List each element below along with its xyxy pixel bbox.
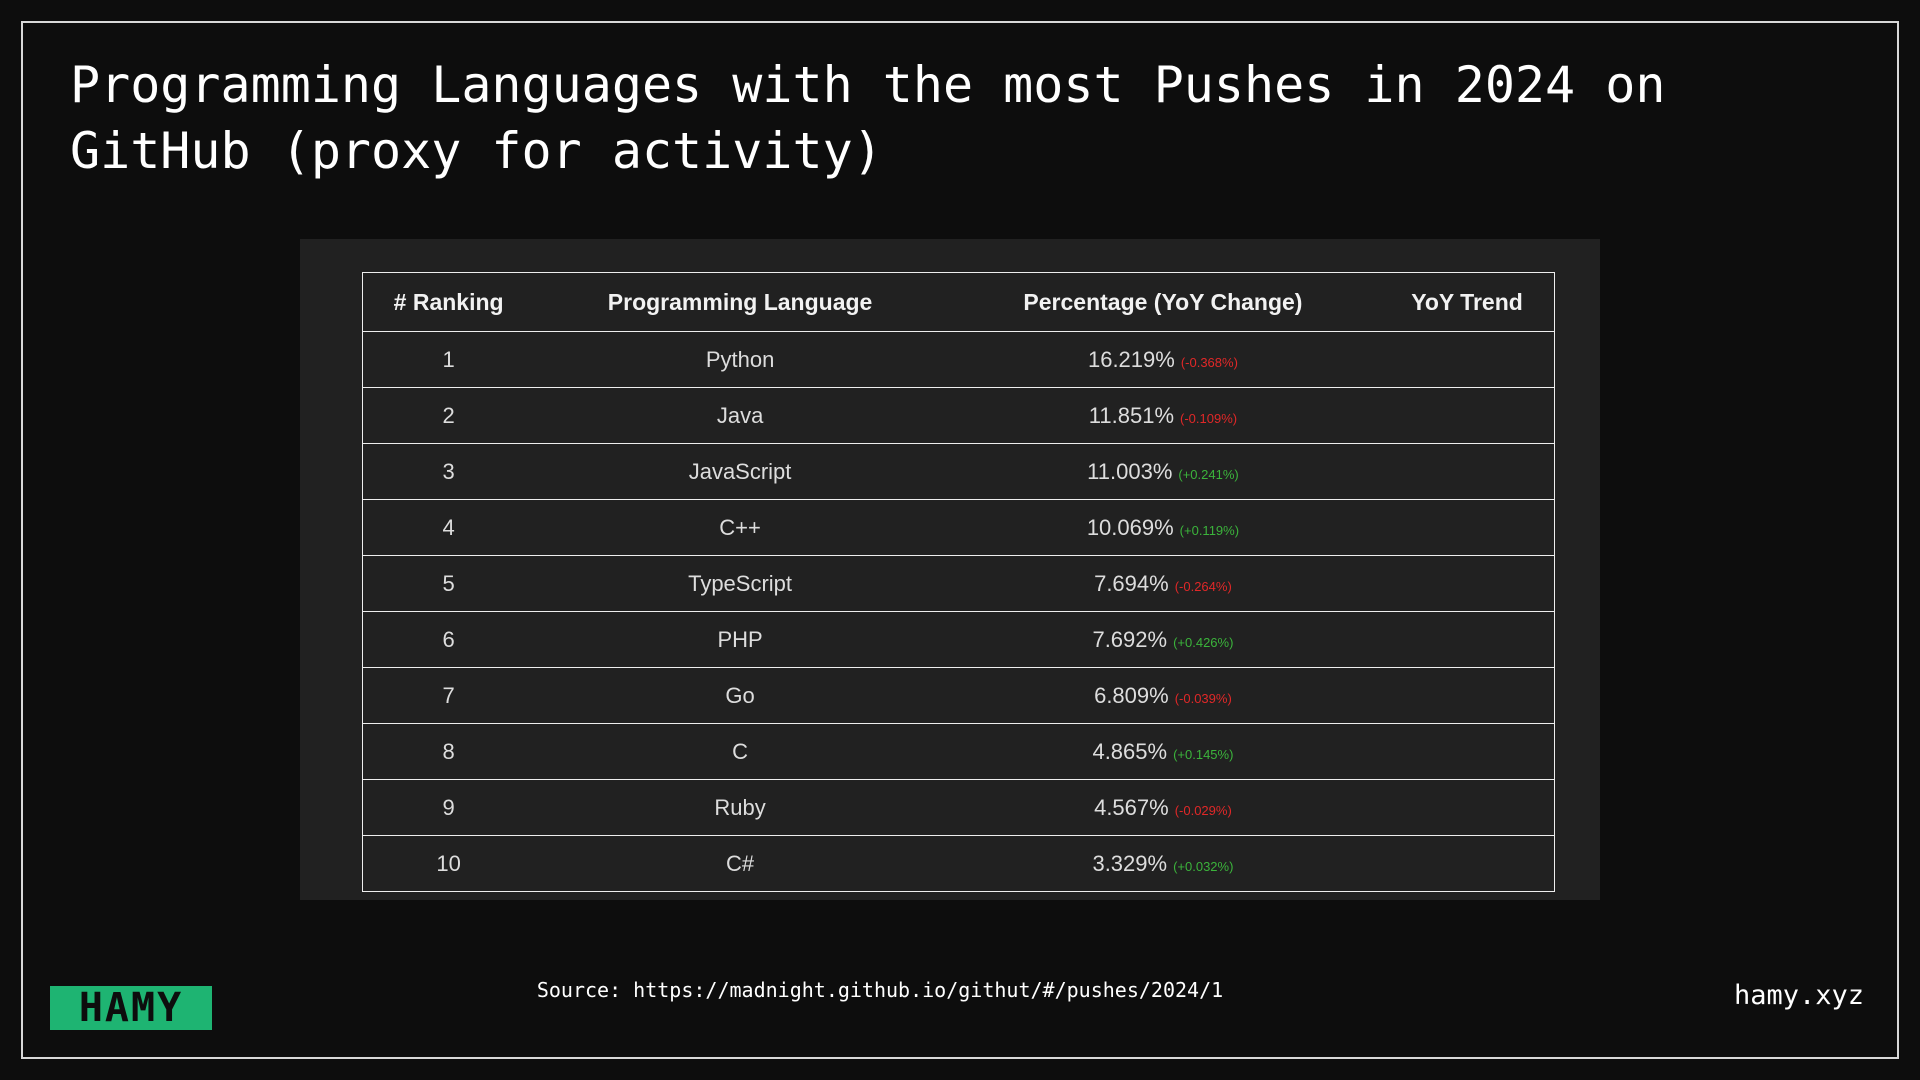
title: Programming Languages with the most Push… <box>70 56 1666 180</box>
trend <box>1380 611 1555 668</box>
percentage-cell: 7.692% (+0.426%) <box>945 611 1381 668</box>
percentage: 7.692% <box>1092 626 1168 652</box>
percentage: 7.694% <box>1094 570 1169 596</box>
yoy-change: (+0.241%) <box>1178 466 1239 482</box>
percentage-cell: 16.219% (-0.368%) <box>945 331 1381 388</box>
table-row: 1 Python 16.219% (-0.368%) <box>362 331 1555 388</box>
trend <box>1380 331 1555 388</box>
trend <box>1380 387 1555 444</box>
rank: 4 <box>362 499 535 556</box>
rank: 10 <box>362 835 535 892</box>
percentage: 10.069% <box>1086 514 1174 540</box>
yoy-change: (-0.109%) <box>1180 410 1238 426</box>
percentage-cell: 3.329% (+0.032%) <box>945 835 1381 892</box>
percentage: 4.567% <box>1094 794 1169 820</box>
yoy-change: (+0.145%) <box>1173 746 1234 762</box>
yoy-change: (+0.119%) <box>1179 522 1240 538</box>
table: # Ranking Programming Language Percentage … <box>362 272 1555 892</box>
language: C# <box>534 835 946 892</box>
yoy-change: (-0.029%) <box>1174 802 1232 818</box>
logo: HAMY <box>50 986 212 1030</box>
rank: 5 <box>362 555 535 612</box>
language: Python <box>534 331 946 388</box>
frame <box>21 21 1899 1059</box>
percentage: 3.329% <box>1092 850 1168 876</box>
percentage-cell: 4.567% (-0.029%) <box>945 779 1381 836</box>
percentage-cell: 11.003% (+0.241%) <box>945 443 1381 500</box>
percentage: 11.851% <box>1088 402 1174 428</box>
source: Source: https://madnight.github.io/githu… <box>536 978 1224 1002</box>
yoy-change: (+0.426%) <box>1173 634 1234 650</box>
percentage-cell: 4.865% (+0.145%) <box>945 723 1381 780</box>
language: TypeScript <box>534 555 946 612</box>
trend <box>1380 835 1555 892</box>
table-row: 6 PHP 7.692% (+0.426%) <box>362 611 1555 668</box>
rank: 9 <box>362 779 535 836</box>
language: JavaScript <box>534 443 946 500</box>
yoy-change: (-0.264%) <box>1174 578 1232 594</box>
language: C++ <box>534 499 946 556</box>
table-row: 4 C++ 10.069% (+0.119%) <box>362 499 1555 556</box>
rank: 7 <box>362 667 535 724</box>
yoy-change: (+0.032%) <box>1173 858 1234 874</box>
table-panel: # Ranking Programming Language Percentage … <box>300 239 1600 900</box>
language: Java <box>534 387 946 444</box>
column-header: YoY Trend <box>1380 272 1555 332</box>
yoy-change: (-0.039%) <box>1174 690 1232 706</box>
table-row: 7 Go 6.809% (-0.039%) <box>362 667 1555 724</box>
percentage-cell: 10.069% (+0.119%) <box>945 499 1381 556</box>
percentage-cell: 11.851% (-0.109%) <box>945 387 1381 444</box>
yoy-change: (-0.368%) <box>1180 354 1238 370</box>
percentage: 11.003% <box>1087 458 1173 484</box>
trend <box>1380 779 1555 836</box>
language: Ruby <box>534 779 946 836</box>
percentage: 4.865% <box>1092 738 1168 764</box>
table-row: 3 JavaScript 11.003% (+0.241%) <box>362 443 1555 500</box>
rank: 8 <box>362 723 535 780</box>
column-header: # Ranking <box>362 272 535 332</box>
table-row: 5 TypeScript 7.694% (-0.264%) <box>362 555 1555 612</box>
header-row: # Ranking Programming Language Percentage … <box>362 272 1555 332</box>
column-header: Programming Language <box>534 272 946 332</box>
table-row: 9 Ruby 4.567% (-0.029%) <box>362 779 1555 836</box>
trend <box>1380 555 1555 612</box>
rank: 2 <box>362 387 535 444</box>
column-header: Percentage (YoY Change) <box>945 272 1381 332</box>
language: C <box>534 723 946 780</box>
percentage: 6.809% <box>1094 682 1169 708</box>
table-row: 8 C 4.865% (+0.145%) <box>362 723 1555 780</box>
language: PHP <box>534 611 946 668</box>
rank: 6 <box>362 611 535 668</box>
trend <box>1380 723 1555 780</box>
language: Go <box>534 667 946 724</box>
trend <box>1380 667 1555 724</box>
percentage-cell: 6.809% (-0.039%) <box>945 667 1381 724</box>
site: hamy.xyz <box>1733 980 1864 1011</box>
trend <box>1380 499 1555 556</box>
percentage: 16.219% <box>1087 346 1175 372</box>
trend <box>1380 443 1555 500</box>
table-row: 10 C# 3.329% (+0.032%) <box>362 835 1555 892</box>
rank: 3 <box>362 443 535 500</box>
table-row: 2 Java 11.851% (-0.109%) <box>362 387 1555 444</box>
rank: 1 <box>362 331 535 388</box>
percentage-cell: 7.694% (-0.264%) <box>945 555 1381 612</box>
